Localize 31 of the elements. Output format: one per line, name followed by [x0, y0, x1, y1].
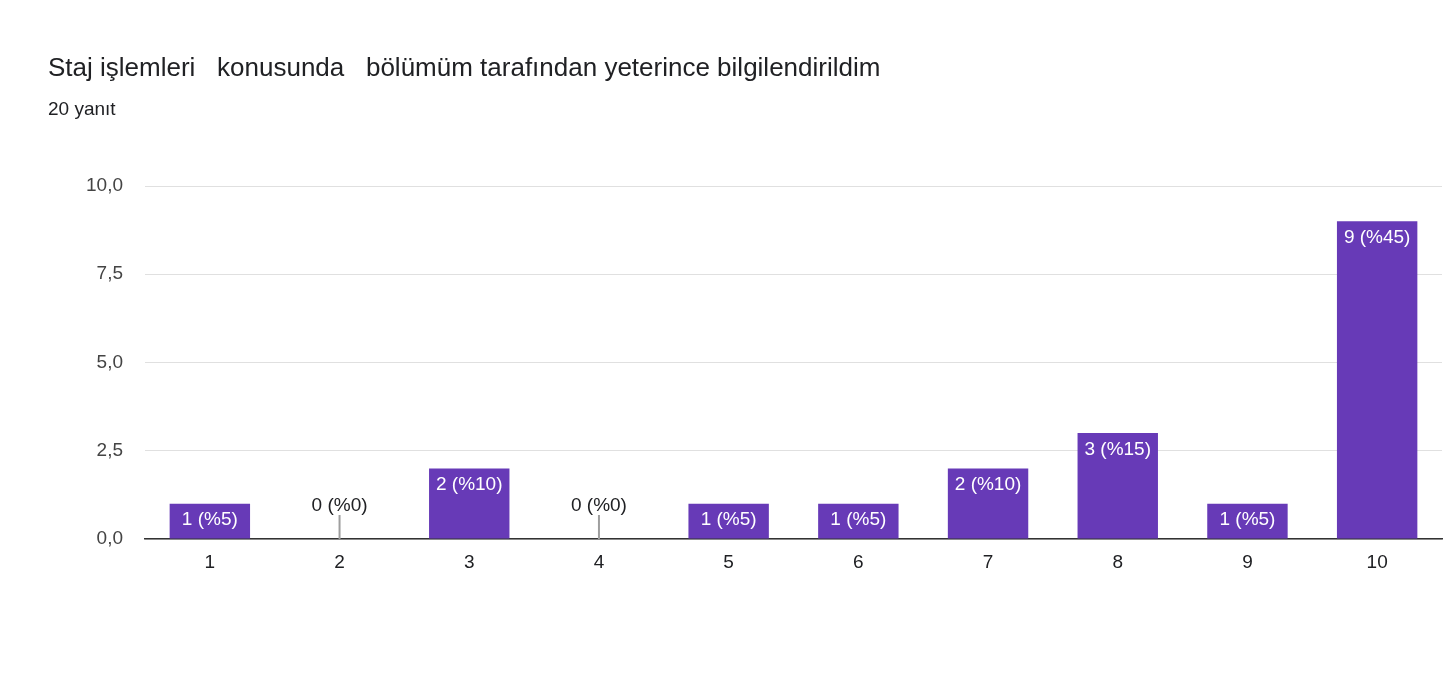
bar: [947, 468, 1029, 539]
chart-title: Staj işlemleri konusunda bölümüm tarafından yeterince bilgilendirildim: [48, 52, 881, 83]
x-tick-label: 6: [853, 550, 864, 572]
data-label: 9 (%45): [1343, 226, 1411, 248]
x-tick-label: 2: [334, 550, 345, 572]
data-label: 2 (%10): [435, 473, 503, 495]
x-tick-label: 1: [204, 550, 216, 572]
y-tick-label: 5,0: [96, 350, 123, 372]
bar: [1336, 221, 1418, 539]
data-label: 2 (%10): [954, 473, 1022, 495]
x-tick-label: 8: [1112, 550, 1124, 572]
data-label: 1 (%5): [700, 508, 757, 530]
x-tick-label: 3: [463, 550, 475, 572]
y-tick-label: 2,5: [96, 438, 123, 460]
x-tick-label: 4: [593, 550, 605, 572]
x-tick-label: 10: [1366, 550, 1388, 572]
y-tick-label: 0,0: [96, 527, 123, 549]
bar: [429, 468, 510, 539]
y-tick-label: 7,5: [96, 262, 123, 284]
data-label: 1 (%5): [181, 508, 238, 530]
x-tick-label: 7: [982, 550, 994, 572]
y-tick-label: 10,0: [86, 174, 123, 196]
chart-subtitle: 20 yanıt: [48, 98, 116, 120]
x-tick-label: 5: [723, 550, 734, 572]
data-label: 1 (%5): [1219, 508, 1276, 530]
data-label: 0 (%0): [570, 493, 627, 515]
data-label: 0 (%0): [311, 493, 368, 515]
data-label: 3 (%15): [1084, 437, 1152, 459]
x-tick-label: 9: [1242, 550, 1253, 572]
bar: [1077, 433, 1158, 539]
data-label: 1 (%5): [830, 508, 887, 530]
